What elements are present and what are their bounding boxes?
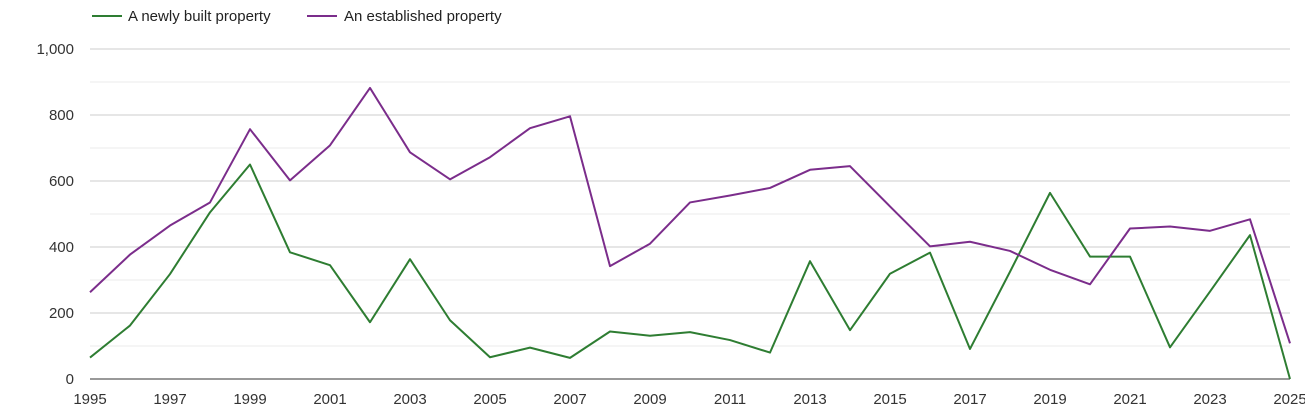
y-axis-labels: 0 200 400 600 800 1,000: [36, 41, 74, 388]
x-tick-label: 2015: [873, 391, 906, 408]
legend-label-established: An established property: [344, 8, 502, 25]
x-tick-label: 2003: [393, 391, 426, 408]
y-tick-label: 400: [49, 239, 74, 256]
x-tick-label: 1999: [233, 391, 266, 408]
x-tick-label: 2019: [1033, 391, 1066, 408]
x-tick-label: 2017: [953, 391, 986, 408]
x-tick-label: 2023: [1193, 391, 1226, 408]
chart-gridlines: [90, 48, 1290, 380]
x-tick-label: 1995: [73, 391, 106, 408]
series-line-established: [89, 86, 1291, 344]
x-tick-label: 2005: [473, 391, 506, 408]
y-tick-label: 0: [66, 371, 74, 388]
series-line-newly-built: [89, 163, 1291, 380]
y-tick-label: 600: [49, 173, 74, 190]
chart-series: [89, 86, 1291, 380]
x-tick-label: 2007: [553, 391, 586, 408]
y-tick-label: 200: [49, 305, 74, 322]
x-axis-labels: 1995 1997 1999 2001 2003 2005 2007 2009 2011 2013…: [73, 391, 1305, 408]
x-tick-label: 2011: [714, 391, 746, 408]
x-tick-label: 2009: [633, 391, 666, 408]
x-tick-label: 2021: [1113, 391, 1146, 408]
x-tick-label: 2013: [793, 391, 826, 408]
x-tick-label: 2025: [1273, 391, 1305, 408]
legend: A newly built property An established pr…: [92, 8, 502, 25]
y-tick-label: 1,000: [36, 41, 74, 58]
legend-label-newly-built: A newly built property: [128, 8, 271, 25]
y-tick-label: 800: [49, 107, 74, 124]
x-tick-label: 2001: [313, 391, 346, 408]
x-tick-label: 1997: [153, 391, 186, 408]
